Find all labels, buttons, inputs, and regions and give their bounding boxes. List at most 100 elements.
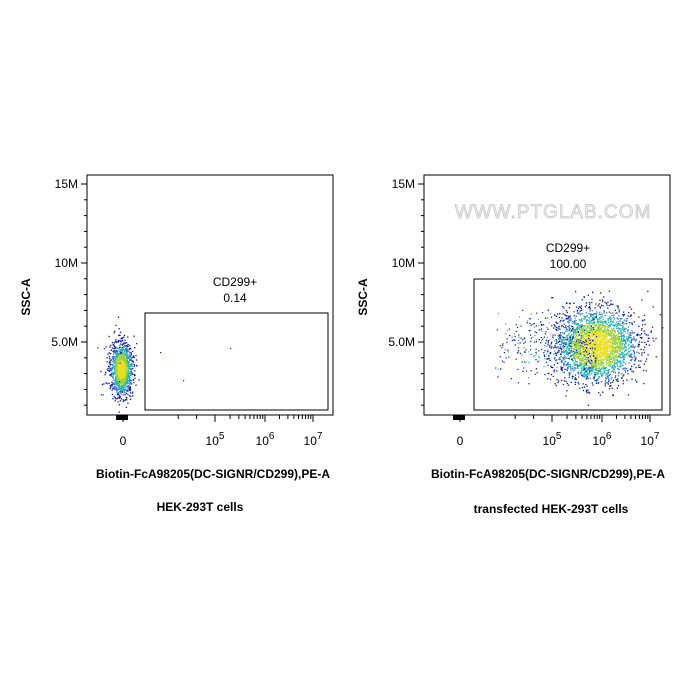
event-dot [113,361,116,363]
event-dot [601,367,603,369]
event-dot [604,366,606,368]
gate-rectangle[interactable] [473,278,663,411]
event-dot [575,344,577,346]
event-dot [574,333,576,335]
event-dot [607,341,610,343]
event-dot [122,366,125,369]
event-dot [589,337,591,339]
event-dot [616,317,618,319]
event-dot [114,330,116,333]
event-dot [122,346,125,348]
event-dot [122,382,124,384]
event-dot [596,346,598,348]
event-dot [118,388,121,391]
event-dot [606,304,608,306]
event-dot [608,339,610,341]
gate-rectangle[interactable] [144,312,329,411]
event-dot [573,341,575,344]
event-dot [617,307,619,309]
event-dot [118,334,121,336]
event-dot [620,353,622,355]
event-dot [580,362,583,364]
event-dot [605,350,607,352]
event-dot [603,359,605,361]
event-dot [538,329,541,331]
event-dot [561,338,563,341]
event-dot [125,365,127,367]
event-dot [652,306,654,308]
event-dot [626,379,628,381]
event-dot [572,338,574,340]
event-dot [595,366,597,369]
event-dot [528,329,530,332]
event-dot [126,357,128,359]
event-dot [117,362,119,364]
event-dot [595,313,597,316]
event-dot [560,355,563,358]
event-dot [115,378,118,380]
event-dot [598,361,600,363]
event-dot [122,400,125,402]
event-dot [605,374,607,376]
event-dot [119,356,121,358]
event-dot [607,332,609,335]
event-dot [587,319,589,321]
event-dot [560,325,563,328]
y-tick-label: 15M [392,177,415,191]
event-dot [572,327,575,329]
event-dot [604,327,606,329]
event-dot [611,366,614,368]
event-dot [570,333,573,336]
event-dot [645,343,647,346]
event-dot [595,332,597,334]
event-dot [586,392,588,394]
event-dot [121,386,123,388]
event-dot [610,328,613,330]
event-dot [573,311,575,313]
event-dot [567,384,570,386]
event-dot [563,351,566,353]
event-dot [497,376,499,378]
event-dot [120,352,122,354]
event-dot [562,357,565,359]
event-dot [599,351,602,353]
event-dot [682,329,683,330]
event-dot [596,356,599,358]
event-dot [580,363,583,366]
event-dot [578,333,581,335]
event-dot [607,331,609,333]
event-dot [123,351,126,353]
event-dot [605,333,608,335]
event-dot [618,341,621,344]
event-dot [576,353,578,355]
event-dot [611,349,613,352]
event-dot [133,373,136,376]
event-dot [617,380,619,382]
event-dot [570,347,573,350]
event-dot [572,343,575,345]
event-dot [544,333,547,335]
event-dot [624,342,626,344]
event-dot [630,349,632,351]
event-dot [119,381,121,383]
event-dot [633,351,636,354]
event-dot [573,322,576,325]
event-dot [631,346,633,349]
watermark: WWW.PTGLAB.COM [455,202,652,223]
event-dot [577,365,579,367]
event-dot [563,350,565,352]
event-dot [506,341,508,343]
event-dot [121,346,123,349]
event-dot [597,367,600,370]
event-dot [541,311,544,314]
event-dot [577,342,579,345]
event-dot [565,360,567,363]
event-dot [591,327,593,329]
event-dot [581,339,583,341]
event-dot [565,343,567,345]
event-dot [599,323,601,326]
event-dot [593,371,595,373]
event-dot [630,345,632,348]
x-zero-cluster-tick [453,415,465,420]
event-dot [562,305,564,308]
